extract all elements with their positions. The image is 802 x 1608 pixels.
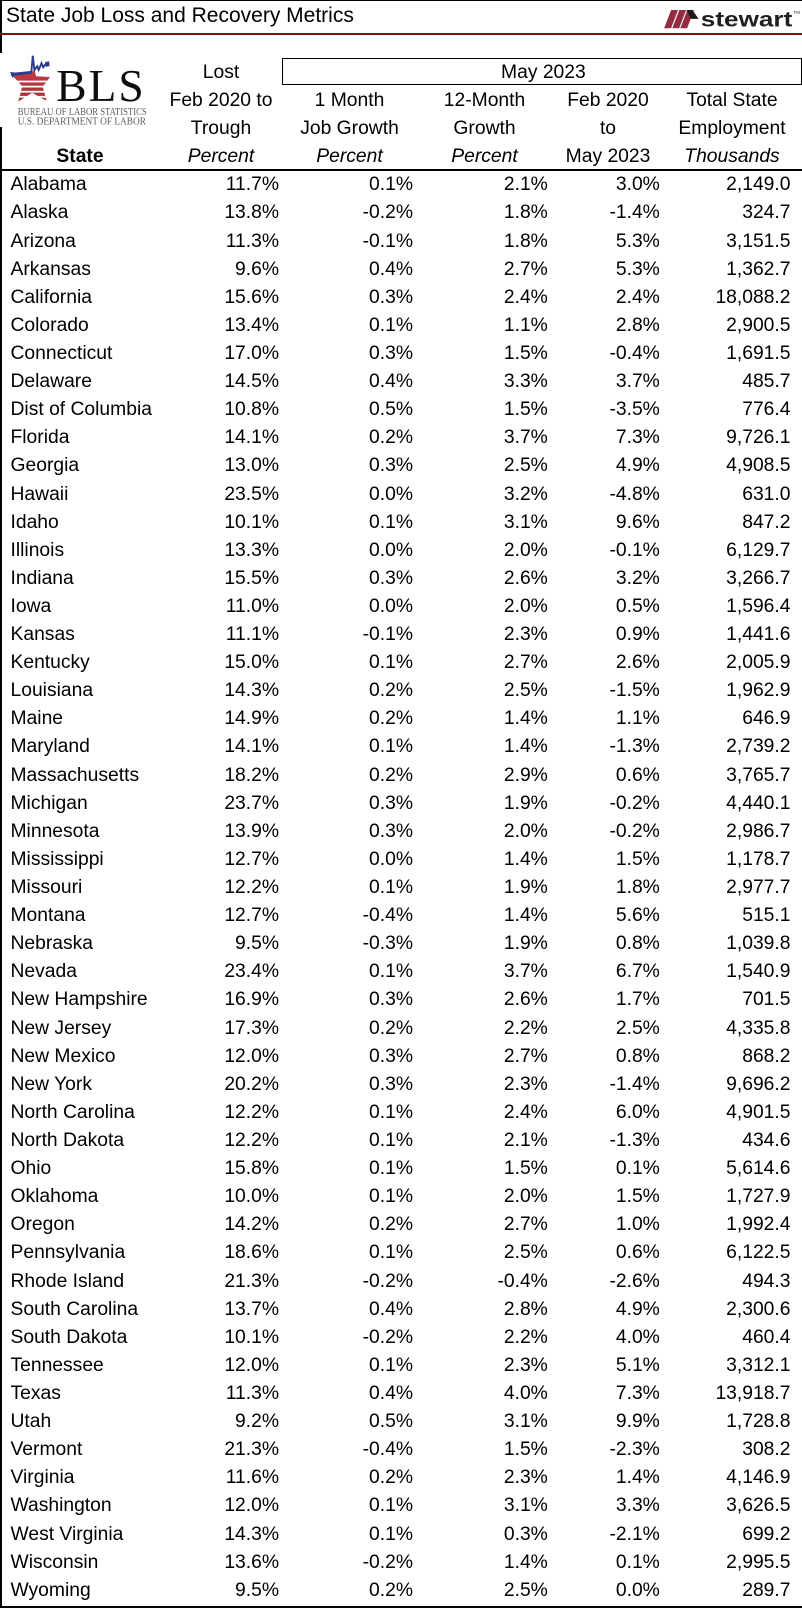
svg-text:stewart: stewart <box>701 9 793 32</box>
svg-text:U.S. DEPARTMENT OF LABOR: U.S. DEPARTMENT OF LABOR <box>18 116 146 127</box>
svg-text:BUREAU OF LABOR STATISTICS: BUREAU OF LABOR STATISTICS <box>18 107 147 118</box>
svg-text:BLS: BLS <box>56 60 145 111</box>
svg-text:TM: TM <box>794 10 801 15</box>
